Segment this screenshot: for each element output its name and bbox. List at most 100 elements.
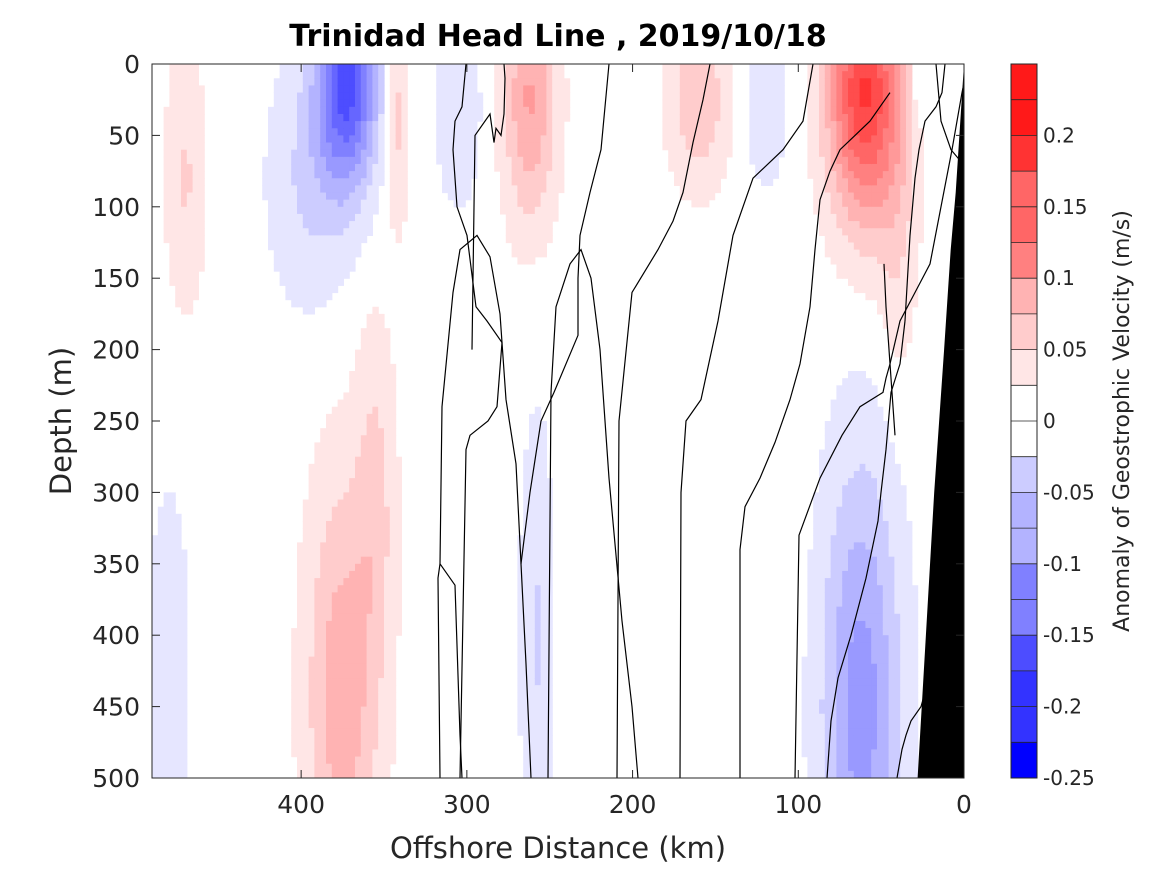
heat-cell <box>291 78 298 87</box>
heat-cell <box>302 613 310 622</box>
colorbar-band <box>1011 706 1037 743</box>
heat-cell <box>175 528 182 536</box>
heat-cell <box>523 156 530 165</box>
heat-cell <box>882 242 890 251</box>
heat-cell <box>314 121 321 129</box>
colorbar-tick-label: 0.1 <box>1043 266 1075 290</box>
heat-cell <box>389 678 397 686</box>
heat-cell <box>813 549 820 558</box>
heat-cell <box>888 299 895 308</box>
heat-cell <box>372 371 379 379</box>
heat-cell <box>360 371 368 379</box>
heat-cell <box>186 142 194 151</box>
heat-cell <box>331 113 339 122</box>
heat-cell <box>308 663 315 672</box>
heat-cell <box>546 199 553 208</box>
heat-cell <box>848 163 855 172</box>
heat-cell <box>900 728 907 736</box>
heat-cell <box>697 64 704 72</box>
heat-cell <box>824 192 832 201</box>
heat-cell <box>819 171 826 179</box>
heat-cell <box>366 135 373 144</box>
heat-cell <box>459 199 466 208</box>
heat-cell <box>302 149 310 158</box>
heat-cell <box>198 242 205 251</box>
heat-cell <box>297 228 304 236</box>
heat-cell <box>326 142 333 151</box>
heat-cell <box>366 106 373 115</box>
heat-cell <box>888 78 895 87</box>
heat-cell <box>395 485 402 493</box>
heat-cell <box>830 228 837 236</box>
heat-cell <box>685 106 692 115</box>
heat-cell <box>169 171 176 179</box>
heat-cell <box>529 756 536 765</box>
heat-cell <box>279 263 286 272</box>
heat-cell <box>401 185 408 194</box>
heat-cell <box>540 520 547 529</box>
heat-cell <box>384 706 391 715</box>
heat-cell <box>471 92 478 101</box>
heat-cell <box>181 228 188 236</box>
heat-cell <box>152 606 159 615</box>
heat-cell <box>877 720 884 729</box>
heat-cell <box>349 171 356 179</box>
heat-cell <box>297 299 304 308</box>
heat-cell <box>819 149 826 158</box>
heat-cell <box>308 228 315 236</box>
heat-cell <box>302 649 310 658</box>
heat-cell <box>859 78 866 87</box>
heat-cell <box>848 692 855 701</box>
heat-cell <box>372 385 379 394</box>
heat-cell <box>534 121 542 129</box>
heat-cell <box>523 99 530 108</box>
heat-cell <box>308 578 315 586</box>
heat-cell <box>824 470 832 479</box>
heat-cell <box>471 64 478 72</box>
heat-cell <box>859 221 866 229</box>
heat-cell <box>384 563 391 572</box>
heat-cell <box>157 735 165 743</box>
heat-cell <box>175 263 182 272</box>
heat-cell <box>877 406 884 415</box>
heat-cell <box>459 85 466 94</box>
heat-cell <box>372 756 379 765</box>
heat-cell <box>708 156 716 165</box>
heat-cell <box>529 742 536 751</box>
heat-cell <box>540 156 547 165</box>
heat-cell <box>888 563 895 572</box>
heat-cell <box>157 713 165 722</box>
heat-cell <box>824 156 832 165</box>
heat-cell <box>326 292 333 301</box>
heat-cell <box>326 463 333 472</box>
heat-cell <box>824 235 832 244</box>
heat-cell <box>906 756 913 765</box>
heat-cell <box>366 470 373 479</box>
heat-cell <box>824 121 832 129</box>
heat-cell <box>830 656 837 665</box>
heat-cell <box>337 470 344 479</box>
heat-cell <box>389 221 397 229</box>
heat-cell <box>372 421 379 429</box>
heat-cell <box>911 149 919 158</box>
heat-cell <box>494 121 501 129</box>
heat-cell <box>192 121 199 129</box>
heat-cell <box>181 171 188 179</box>
heat-cell <box>842 485 849 493</box>
heat-cell <box>169 585 176 593</box>
heat-cell <box>273 163 281 172</box>
heat-cell <box>355 699 362 708</box>
heat-cell <box>163 756 170 765</box>
heat-cell <box>865 528 872 536</box>
heat-cell <box>836 642 843 651</box>
heat-cell <box>308 542 315 551</box>
heat-cell <box>824 642 832 651</box>
heat-cell <box>453 156 460 165</box>
heat-cell <box>830 185 837 194</box>
heat-cell <box>540 578 547 586</box>
heat-cell <box>842 456 849 465</box>
heat-cell <box>169 121 176 129</box>
heat-cell <box>546 135 553 144</box>
heat-cell <box>859 178 866 186</box>
heat-cell <box>558 113 565 122</box>
